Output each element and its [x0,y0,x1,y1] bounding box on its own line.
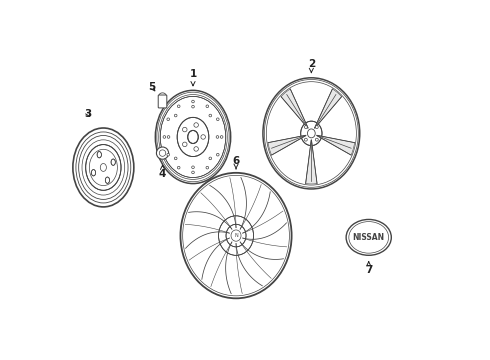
Circle shape [206,105,209,108]
Ellipse shape [97,152,101,158]
Ellipse shape [301,121,322,145]
Ellipse shape [105,177,110,183]
Text: 5: 5 [148,82,155,92]
Circle shape [201,135,205,139]
Circle shape [192,105,195,108]
Circle shape [159,150,166,156]
Circle shape [316,138,318,141]
Circle shape [217,153,219,156]
Circle shape [216,136,219,138]
Text: 4: 4 [159,165,166,179]
Polygon shape [306,140,317,184]
Ellipse shape [307,129,315,138]
Ellipse shape [346,220,392,255]
Circle shape [316,126,318,129]
Circle shape [192,166,195,168]
Circle shape [220,136,223,138]
Ellipse shape [188,130,198,144]
Circle shape [209,157,212,160]
Ellipse shape [177,117,209,157]
Circle shape [174,157,177,160]
Ellipse shape [111,159,115,165]
Circle shape [194,147,198,151]
Ellipse shape [226,224,246,247]
Circle shape [209,114,212,117]
Ellipse shape [86,145,121,190]
Ellipse shape [231,230,241,241]
Circle shape [167,118,170,121]
Circle shape [174,114,177,117]
Circle shape [163,136,166,138]
Circle shape [156,147,169,159]
Ellipse shape [267,82,356,185]
Text: 2: 2 [308,59,315,72]
Circle shape [206,166,209,169]
Text: 3: 3 [84,109,92,119]
Ellipse shape [100,163,106,171]
FancyBboxPatch shape [158,95,167,108]
Ellipse shape [219,216,253,255]
Circle shape [177,105,180,108]
Circle shape [182,127,187,132]
Ellipse shape [159,93,166,99]
Circle shape [167,153,170,156]
Polygon shape [268,135,306,155]
Text: 6: 6 [232,156,240,169]
Text: N: N [234,233,238,238]
Ellipse shape [263,78,360,189]
Circle shape [217,118,219,121]
Circle shape [167,136,170,138]
Polygon shape [281,89,308,128]
Ellipse shape [91,170,96,176]
Polygon shape [315,89,342,128]
Text: 7: 7 [365,262,372,275]
Text: 1: 1 [189,69,196,86]
Circle shape [194,123,198,127]
Circle shape [304,126,307,129]
Ellipse shape [180,173,292,298]
Polygon shape [317,135,355,155]
Circle shape [192,100,195,103]
Circle shape [304,138,307,141]
Circle shape [182,142,187,147]
Text: NISSAN: NISSAN [353,233,385,242]
Circle shape [192,171,195,174]
Circle shape [177,166,180,169]
Ellipse shape [160,96,226,177]
